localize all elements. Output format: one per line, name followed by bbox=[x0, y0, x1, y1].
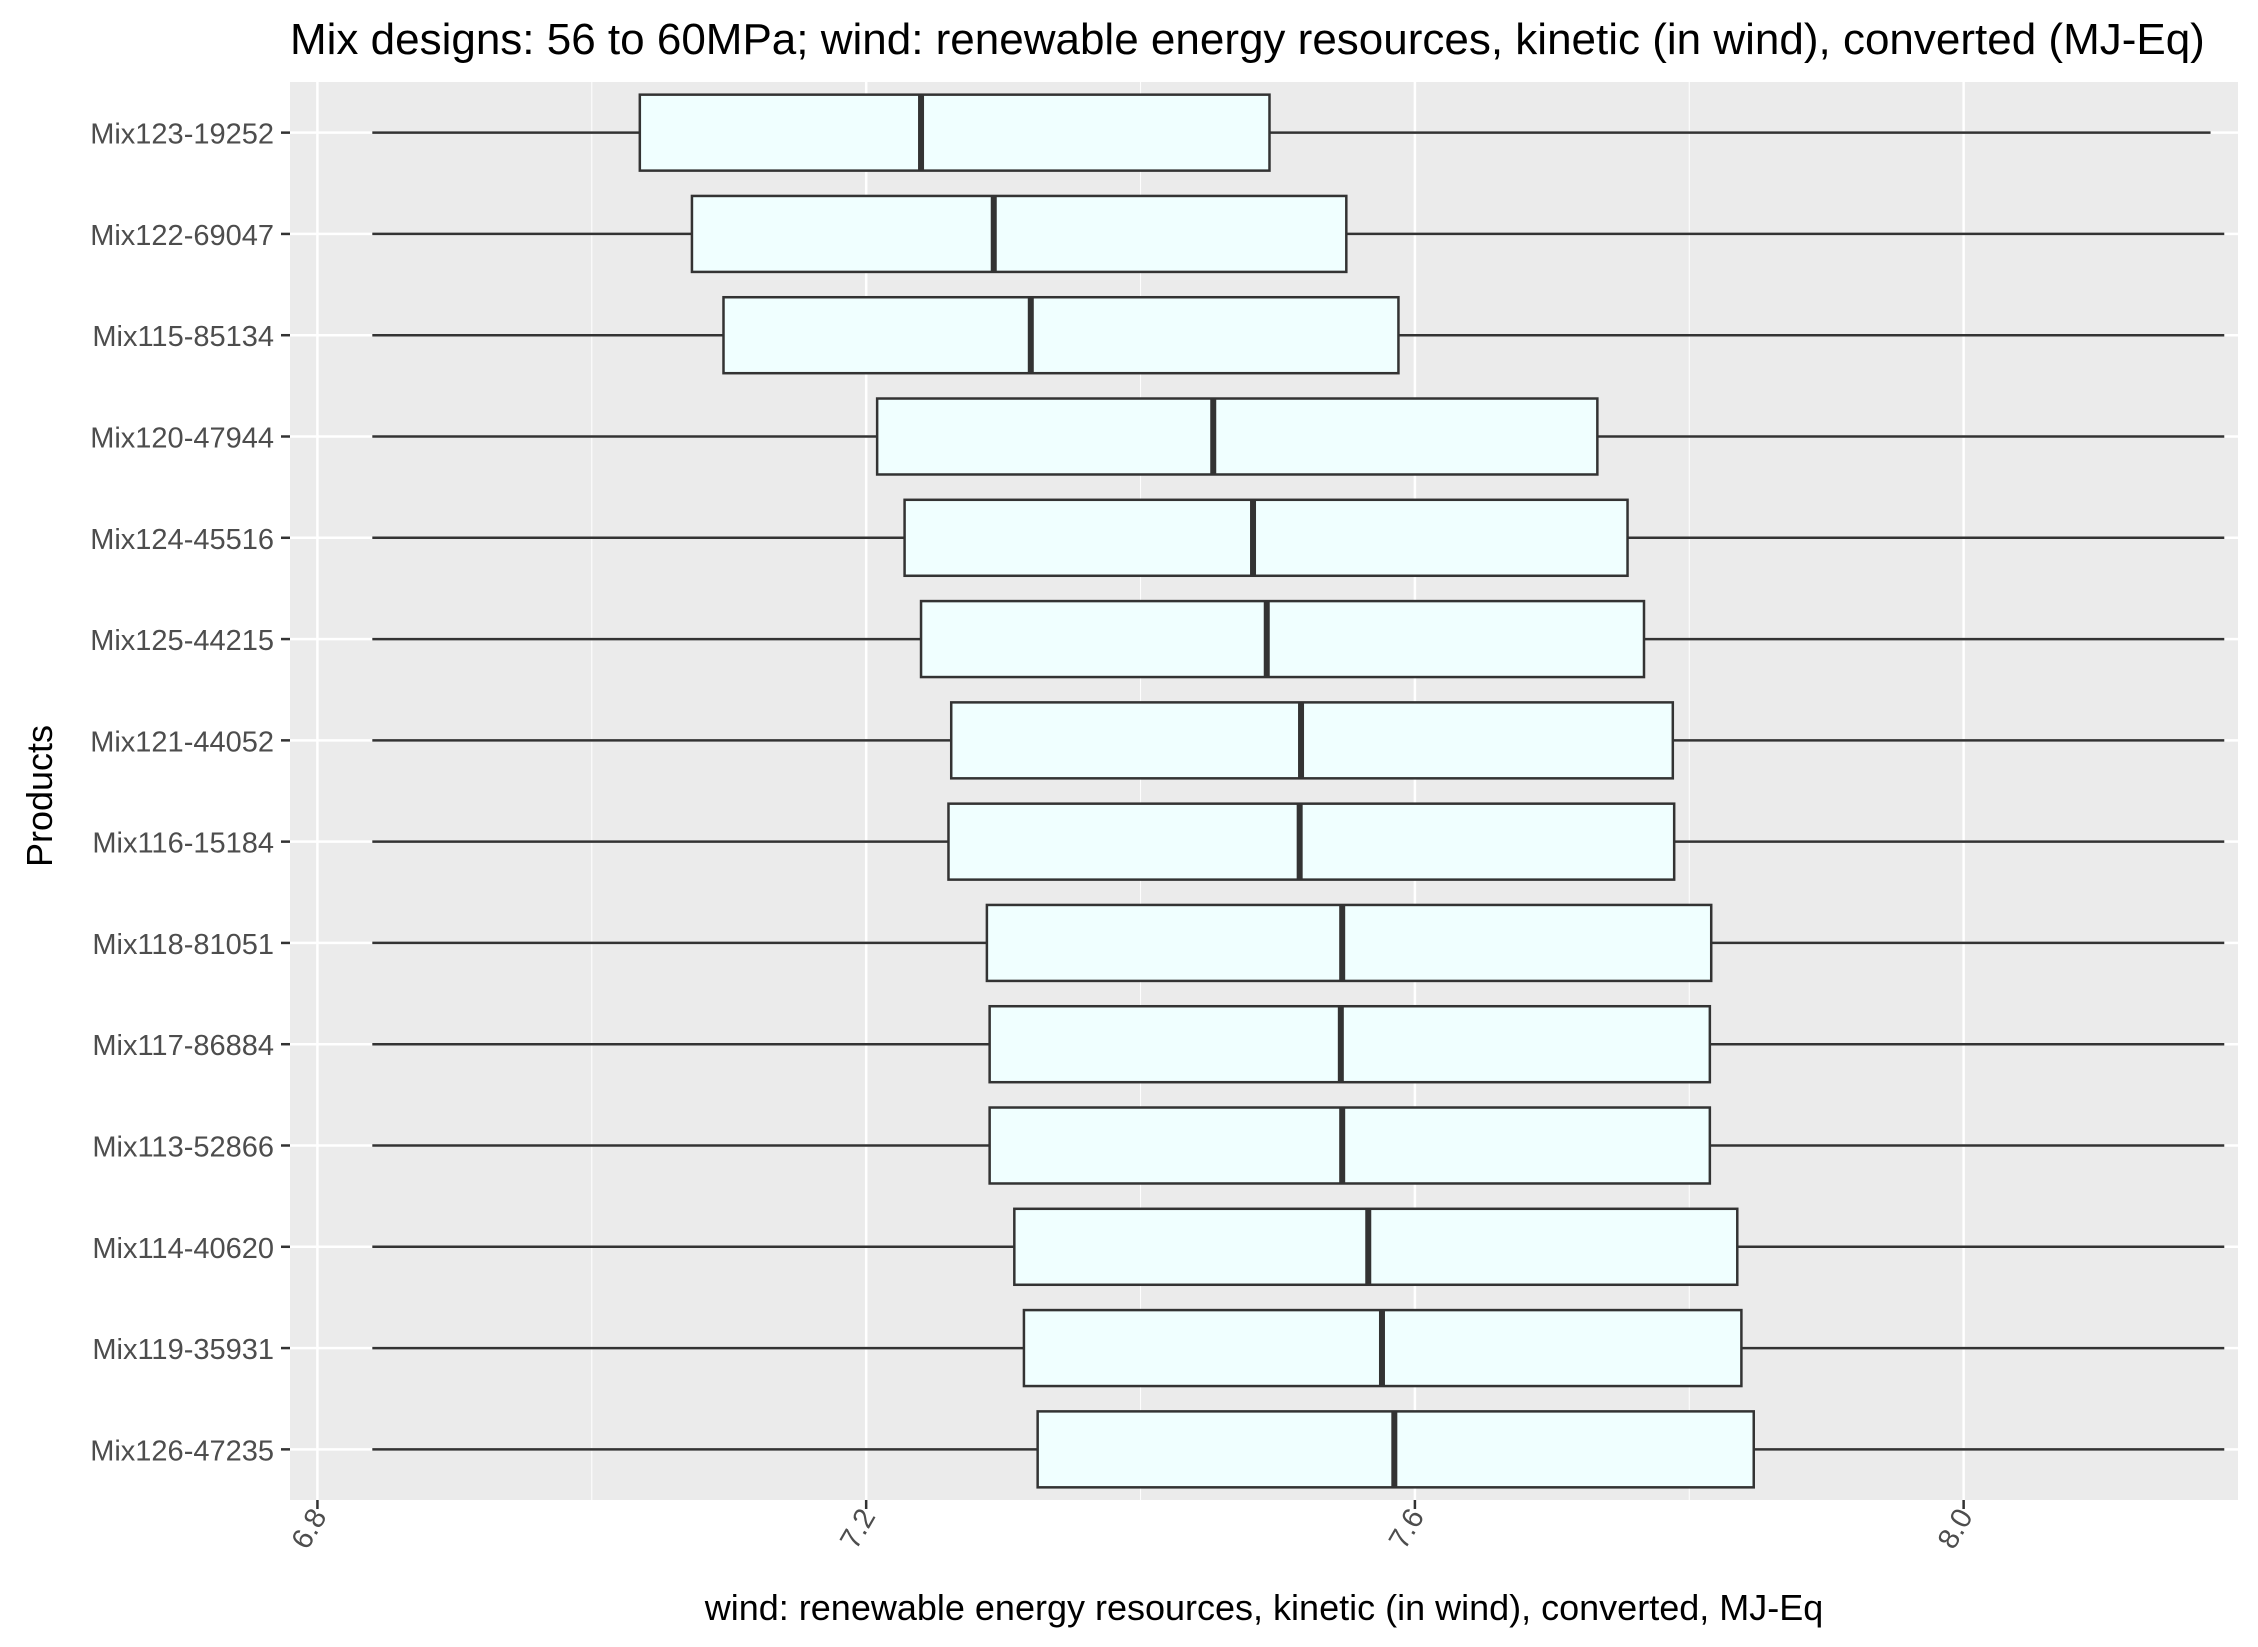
y-tick-label: Mix122-69047 bbox=[90, 220, 274, 252]
chart-title: Mix designs: 56 to 60MPa; wind: renewabl… bbox=[290, 15, 2205, 64]
box bbox=[1013, 1207, 1739, 1287]
y-tick-label: Mix119-35931 bbox=[92, 1334, 274, 1366]
box bbox=[947, 802, 1676, 881]
y-tick-label: Mix118-81051 bbox=[92, 929, 274, 961]
y-tick-label: Mix126-47235 bbox=[90, 1435, 274, 1467]
y-tick-label: Mix125-44215 bbox=[90, 625, 274, 657]
plot-panel bbox=[290, 82, 2238, 1500]
y-tick-label: Mix117-86884 bbox=[92, 1030, 274, 1062]
y-tick-label: Mix116-15184 bbox=[92, 828, 274, 860]
y-tick-label: Mix114-40620 bbox=[92, 1233, 274, 1265]
y-tick-label: Mix115-85134 bbox=[92, 321, 274, 353]
box bbox=[988, 1004, 1712, 1084]
box bbox=[690, 194, 1348, 274]
box bbox=[919, 599, 1646, 679]
y-tick-label: Mix120-47944 bbox=[90, 423, 274, 455]
box bbox=[988, 1106, 1712, 1185]
box bbox=[949, 701, 1675, 780]
y-tick-label: Mix124-45516 bbox=[90, 524, 274, 556]
box bbox=[875, 397, 1599, 476]
y-tick-label: Mix121-44052 bbox=[90, 726, 274, 758]
y-tick-label: Mix123-19252 bbox=[90, 119, 274, 151]
box bbox=[985, 903, 1713, 983]
y-tick-label: Mix113-52866 bbox=[92, 1132, 274, 1164]
x-axis-title: wind: renewable energy resources, kineti… bbox=[704, 1587, 1824, 1628]
box bbox=[722, 295, 1400, 375]
y-axis-title: Products bbox=[19, 725, 60, 867]
box bbox=[638, 93, 1271, 172]
box bbox=[903, 498, 1629, 578]
